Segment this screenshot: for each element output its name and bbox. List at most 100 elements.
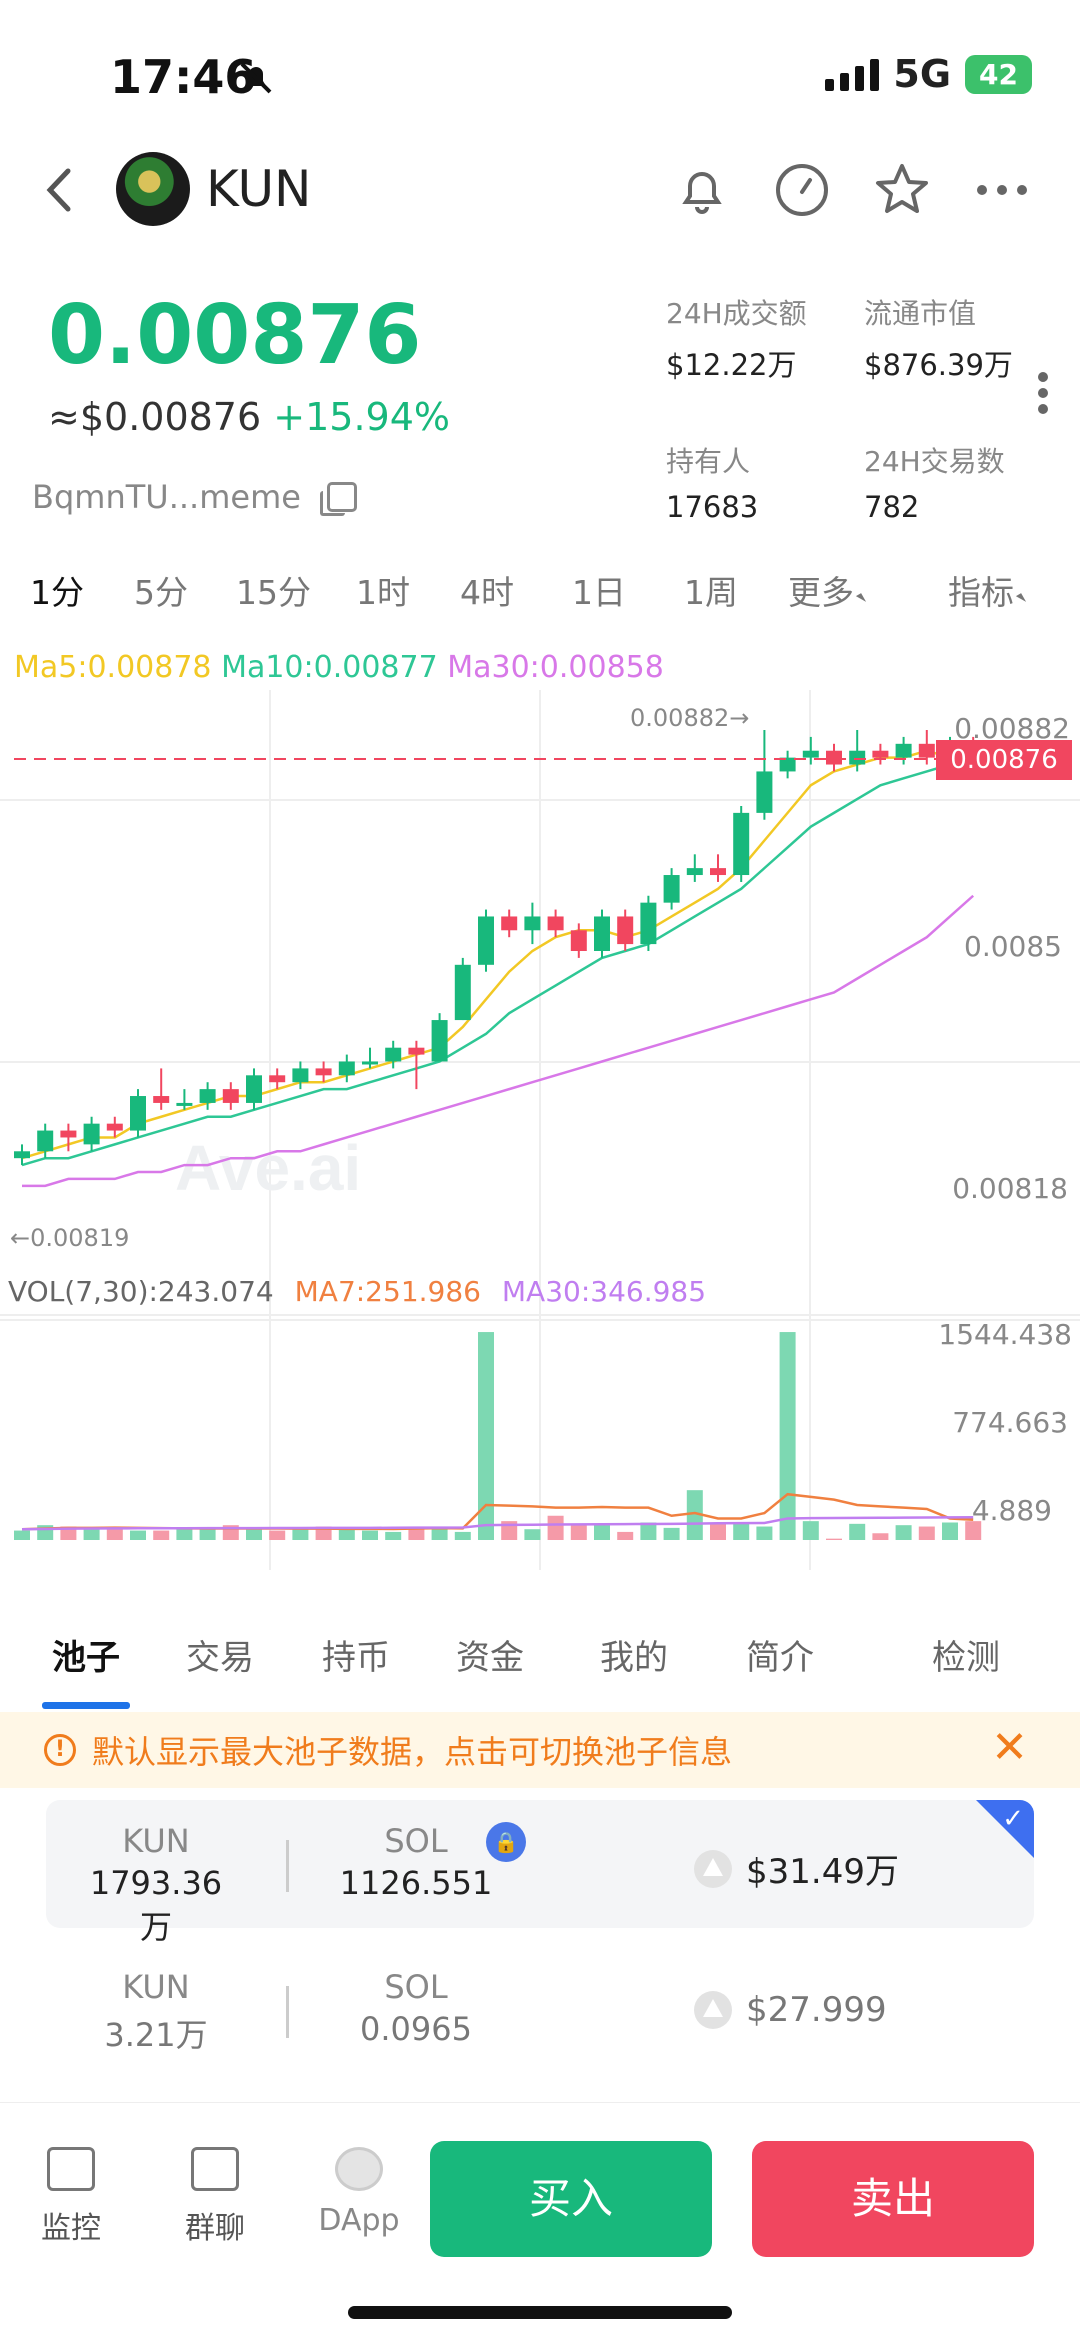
tab-intro[interactable]: 简介 [746,1638,814,1678]
nav-dapp[interactable]: DApp [304,2147,414,2238]
candle [362,1061,378,1065]
candle [663,875,680,903]
candle [222,1089,239,1103]
volume-bar [663,1527,680,1540]
candle [385,1047,402,1062]
buy-button[interactable]: 买入 [430,2141,712,2257]
sell-button[interactable]: 卖出 [752,2141,1034,2257]
volume-bar [640,1522,657,1540]
tab-5m[interactable]: 5分 [134,573,188,612]
volume-bar [292,1529,309,1540]
candle [594,916,610,951]
stat-tx-count: 24H交易数 782 [864,440,1005,524]
volume-bar [895,1525,912,1540]
tab-1w[interactable]: 1周 [684,573,738,612]
candle [14,1151,30,1159]
chart-grid [0,690,1080,1570]
volume-bar [733,1523,750,1540]
stat-label: 流通市值 [864,297,977,330]
candle [733,812,750,876]
banner-text: 默认显示最大池子数据，点击可切换池子信息 [92,1733,733,1771]
tab-1d[interactable]: 1日 [572,573,626,612]
nav-chat[interactable]: 群聊 [160,2147,270,2247]
ma10-line [21,763,974,1167]
candle [570,930,587,951]
liquidity-value: $31.49万 [746,1852,899,1892]
bell-icon[interactable] [672,160,732,220]
candle [617,916,634,945]
stat-value: $12.22万 [666,348,797,382]
candle [872,750,889,758]
nav-dapp-label: DApp [318,2203,400,2238]
candle [269,1075,286,1083]
info-banner[interactable]: ! 默认显示最大池子数据，点击可切换池子信息 ✕ [0,1712,1080,1788]
pool-token-b: SOL 0.0965 [336,1968,496,2048]
stat-market-cap: 流通市值 $876.39万 [864,292,1013,384]
volume-bar [872,1533,889,1540]
volume-bar [246,1529,262,1540]
tab-trades[interactable]: 交易 [186,1638,254,1678]
close-icon[interactable]: ✕ [991,1722,1028,1773]
candles [14,730,982,1166]
ma30-label: Ma30:0.00858 [447,650,664,685]
pool-token-b: SOL 1126.551 [336,1822,496,1902]
token-name: KUN [206,160,312,218]
tab-more[interactable]: 更多 [788,566,867,614]
candle [501,916,518,931]
tab-4h[interactable]: 4时 [460,573,514,612]
more-stats-icon[interactable] [1036,372,1050,422]
mute-bell-icon [236,58,276,102]
tab-15m[interactable]: 15分 [236,573,311,612]
volume-bar [269,1530,286,1540]
candle [454,964,471,1021]
candle [246,1075,262,1103]
tab-mine[interactable]: 我的 [600,1638,668,1678]
dex-logo-icon [694,1991,732,2029]
liquidity-value: $27.999 [746,1990,887,2030]
copy-icon[interactable] [319,482,357,516]
candle [292,1068,309,1083]
pool-row[interactable]: KUN 1793.36万 SOL 1126.551 $31.49万 ✓ [46,1800,1034,1946]
volume-bar [524,1529,541,1540]
more-icon[interactable] [972,160,1032,220]
active-tab-indicator [42,1702,130,1709]
home-indicator[interactable] [348,2306,732,2319]
token-b-amount: 1126.551 [339,1864,493,1902]
volume-bar [942,1522,958,1540]
tab-holders[interactable]: 持币 [322,1638,390,1678]
tab-1m[interactable]: 1分 [30,573,84,612]
candle [37,1130,54,1152]
volume-bar [338,1529,355,1540]
candle [779,757,796,772]
usd-price: ≈$0.00876 [48,395,262,439]
volume-bar [385,1531,402,1540]
candlestick-chart[interactable]: Ave.ai 0.00876 0.00882→ ←0.00819 0.00882… [0,690,1080,1570]
contract-address[interactable]: BqmnTU...meme [32,478,357,516]
star-icon[interactable] [872,160,932,220]
pool-row[interactable]: KUN 3.21万 SOL 0.0965 $27.999 [46,1946,1034,2074]
tab-check[interactable]: 检测 [932,1638,1000,1678]
volume-bar [826,1538,842,1540]
volume-tick: 1544.438 [938,1318,1072,1351]
ma5-label: Ma5:0.00878 [14,650,212,685]
address-text: BqmnTU...meme [32,478,301,516]
high-marker: 0.00882→ [630,704,749,732]
candle [918,743,935,758]
gauge-icon[interactable] [772,160,832,220]
back-icon[interactable] [40,165,80,215]
token-a-symbol: KUN [122,1822,190,1860]
warning-icon: ! [44,1734,76,1766]
token-price: 0.00876 [48,288,422,383]
stat-label: 24H交易数 [864,445,1005,478]
volume-tick: 774.663 [952,1406,1068,1439]
tab-1h[interactable]: 1时 [356,573,410,612]
volume-bar [130,1530,146,1540]
volume-bar [547,1515,564,1540]
tab-indicators[interactable]: 指标 [948,566,1027,614]
stat-label: 24H成交额 [666,297,807,330]
candle [83,1123,100,1145]
tab-pools[interactable]: 池子 [52,1638,120,1678]
tab-funds[interactable]: 资金 [456,1638,524,1678]
check-icon: ✓ [1002,1804,1024,1834]
nav-monitor[interactable]: 监控 [16,2147,126,2247]
